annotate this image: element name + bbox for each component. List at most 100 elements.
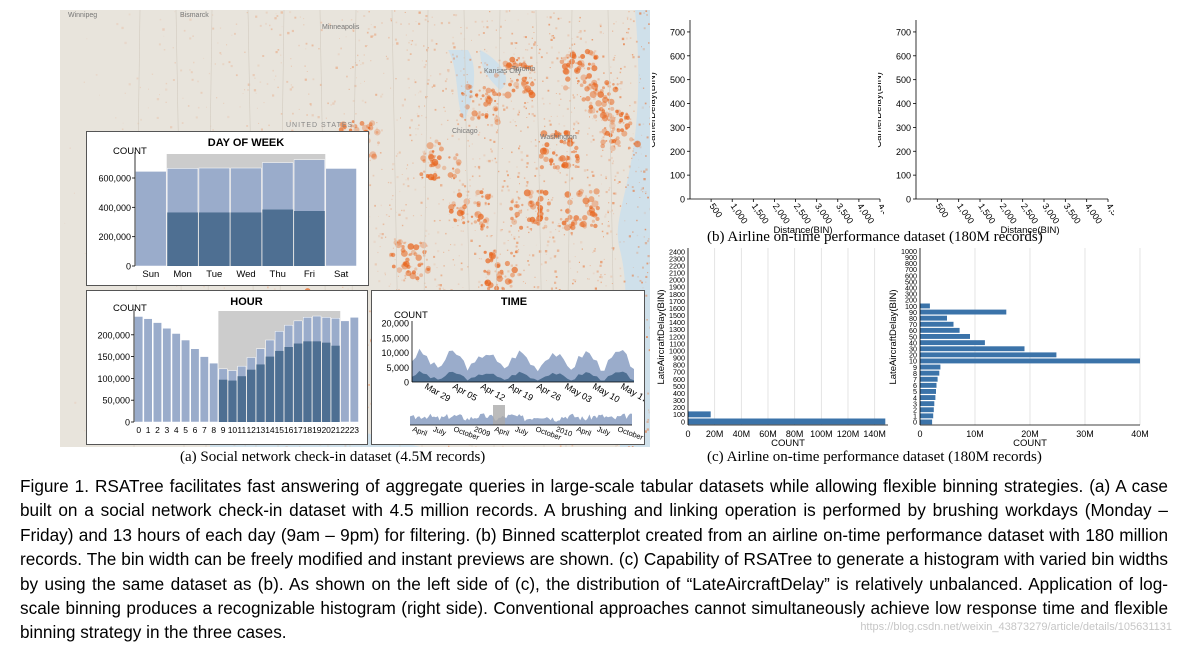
heat-hotspot (573, 150, 576, 153)
heat-cell (196, 116, 198, 118)
heat-cell (510, 178, 511, 179)
heat-cell (276, 13, 277, 14)
heat-cell (398, 214, 400, 216)
heat-cell (580, 96, 581, 97)
heat-cell (486, 235, 487, 236)
heat-cell (402, 174, 403, 175)
heat-hotspot (600, 144, 605, 149)
heat-cell (630, 83, 631, 84)
heat-cell (616, 21, 617, 22)
day-of-week-chart[interactable]: DAY OF WEEKCOUNT0200,000400,000600,000Su… (87, 132, 368, 285)
heat-cell (510, 78, 511, 79)
heat-hotspot (429, 164, 432, 167)
heat-cell (486, 51, 487, 52)
heat-cell (361, 446, 362, 447)
heat-cell (402, 225, 403, 226)
heat-cell (368, 28, 370, 30)
heat-hotspot (617, 110, 621, 114)
heat-hotspot (580, 54, 585, 59)
y-tick-label: 10,000 (381, 348, 409, 358)
heat-cell (398, 276, 399, 277)
heat-cell (585, 41, 587, 43)
heat-hotspot (497, 276, 503, 282)
heat-cell (647, 428, 649, 430)
overview-tick-label: April (493, 424, 510, 438)
heat-cell (425, 64, 427, 66)
heat-cell (448, 250, 449, 251)
heat-hotspot (582, 215, 587, 220)
heat-hotspot (594, 84, 598, 88)
heat-cell (511, 234, 512, 235)
heat-cell (559, 93, 561, 95)
heat-hotspot (489, 252, 493, 256)
heat-cell (506, 107, 508, 109)
heat-cell (527, 126, 529, 128)
heat-cell (542, 81, 543, 82)
histogram-bar (920, 304, 930, 309)
heat-cell (482, 21, 484, 23)
heat-cell (572, 283, 574, 285)
heat-cell (589, 184, 591, 186)
heat-cell (232, 35, 233, 36)
heat-cell (129, 83, 131, 85)
heat-cell (637, 235, 638, 236)
heat-cell (638, 246, 640, 248)
heat-cell (64, 223, 65, 224)
heat-hotspot (550, 163, 553, 166)
heat-cell (524, 36, 526, 38)
heat-cell (220, 28, 221, 29)
heat-cell (318, 48, 319, 49)
heat-cell (470, 240, 472, 242)
x-tick-label: 1,500 (976, 201, 997, 225)
heat-cell (604, 216, 606, 218)
heat-hotspot (629, 137, 633, 141)
heat-cell (346, 36, 347, 37)
heat-cell (452, 93, 453, 94)
heat-cell (573, 123, 575, 125)
heat-cell (558, 170, 560, 172)
heat-cell (458, 138, 460, 140)
heat-cell (504, 180, 506, 182)
heat-cell (614, 179, 615, 180)
heat-cell (571, 234, 573, 236)
heat-hotspot (483, 270, 486, 273)
heat-cell (563, 116, 564, 117)
heat-hotspot (628, 147, 631, 150)
heat-cell (643, 171, 645, 173)
heat-cell (417, 115, 419, 117)
heat-hotspot (565, 191, 571, 197)
heat-cell (367, 45, 368, 46)
heat-cell (647, 197, 649, 199)
heat-hotspot (460, 211, 464, 215)
heat-cell (299, 109, 300, 110)
heat-hotspot (585, 49, 590, 54)
heat-hotspot (574, 67, 580, 73)
heat-cell (479, 175, 481, 177)
histogram-bar (688, 411, 711, 417)
heat-cell (577, 271, 578, 272)
heat-hotspot (468, 85, 472, 89)
histogram-bar (920, 346, 1025, 351)
heat-hotspot (537, 205, 543, 211)
heat-cell (548, 90, 550, 92)
heat-cell (461, 27, 462, 28)
heat-cell (234, 33, 236, 35)
heat-cell (467, 74, 468, 75)
heat-cell (441, 22, 443, 24)
y-tick-label: 1000 (901, 247, 917, 256)
heat-cell (274, 17, 276, 19)
heat-cell (510, 225, 512, 227)
heat-cell (600, 265, 602, 267)
x-tick-label: 2 (155, 425, 160, 435)
heat-hotspot (555, 154, 557, 156)
heat-cell (575, 151, 577, 153)
